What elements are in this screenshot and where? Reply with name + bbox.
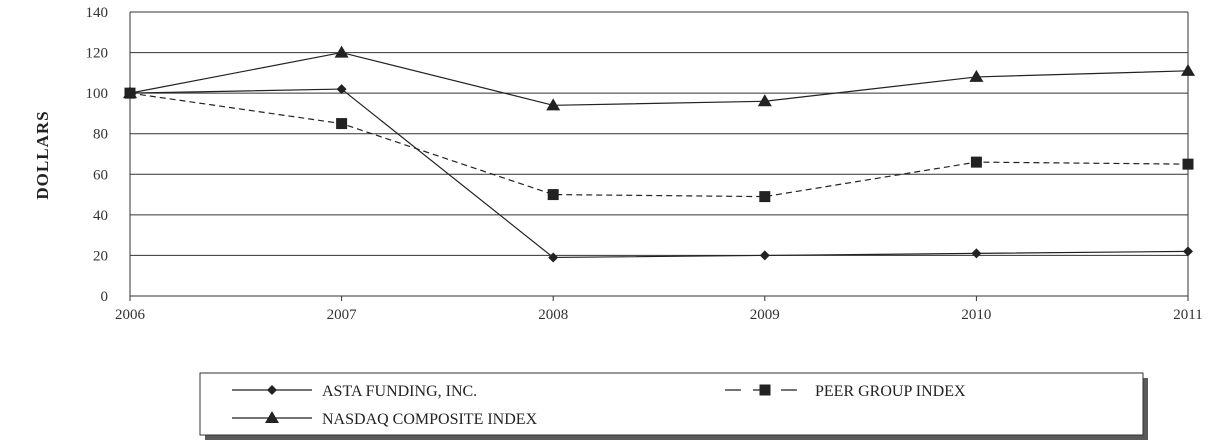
grid-lines bbox=[130, 11, 1188, 297]
legend-marker-peer-group-index bbox=[759, 384, 771, 396]
y-tick-label-20: 20 bbox=[93, 248, 108, 264]
y-axis-label: DOLLARS bbox=[33, 110, 52, 199]
plot-frame bbox=[129, 12, 1189, 301]
x-tick-label-2008: 2008 bbox=[538, 307, 568, 323]
y-tick-label-60: 60 bbox=[93, 167, 108, 183]
x-tick-label-2009: 2009 bbox=[750, 307, 780, 323]
data-point-peer-group-index-2011 bbox=[1182, 158, 1194, 170]
data-point-nasdaq-composite-index-2006 bbox=[123, 86, 137, 99]
legend-label-asta-funding-inc: ASTA FUNDING, INC. bbox=[322, 383, 477, 400]
series-nasdaq-composite-index bbox=[123, 45, 1195, 111]
data-point-asta-funding-inc-2011 bbox=[1183, 246, 1193, 257]
legend-item-asta-funding-inc: ASTA FUNDING, INC. bbox=[232, 383, 477, 400]
y-tick-label-100: 100 bbox=[86, 86, 109, 102]
data-point-nasdaq-composite-index-2010 bbox=[969, 69, 984, 82]
data-point-asta-funding-inc-2007 bbox=[336, 84, 347, 95]
x-tick-label-2007: 2007 bbox=[327, 307, 358, 323]
data-point-nasdaq-composite-index-2011 bbox=[1181, 63, 1195, 76]
series-line-peer-group-index bbox=[129, 92, 1189, 198]
data-point-asta-funding-inc-2009 bbox=[759, 250, 770, 261]
legend-marker-asta-funding-inc bbox=[267, 385, 277, 395]
x-tick-label-2011: 2011 bbox=[1173, 307, 1202, 323]
series-peer-group-index bbox=[124, 87, 1194, 203]
legend: ASTA FUNDING, INC. PEER GROUP INDEX NASDAQ… bbox=[199, 372, 1148, 440]
data-point-nasdaq-composite-index-2009 bbox=[757, 94, 772, 107]
y-axis-tick-labels: 0 20 40 60 80 100 120 140 bbox=[86, 5, 109, 305]
series-asta-funding-inc bbox=[125, 84, 1193, 263]
legend-marker-nasdaq-composite-index bbox=[265, 411, 279, 423]
legend-item-peer-group-index: PEER GROUP INDEX bbox=[725, 383, 966, 400]
legend-box bbox=[199, 372, 1144, 436]
data-point-peer-group-index-2008 bbox=[547, 189, 559, 201]
x-tick-label-2010: 2010 bbox=[961, 307, 991, 323]
y-tick-label-0: 0 bbox=[101, 289, 109, 305]
y-tick-label-40: 40 bbox=[93, 208, 108, 224]
data-point-nasdaq-composite-index-2007 bbox=[334, 45, 349, 58]
y-tick-label-120: 120 bbox=[86, 46, 109, 62]
data-point-asta-funding-inc-2008 bbox=[548, 252, 559, 263]
series-line-asta-funding-inc bbox=[129, 88, 1189, 259]
x-tick-label-2006: 2006 bbox=[115, 307, 146, 323]
data-point-asta-funding-inc-2010 bbox=[971, 248, 982, 259]
series-line-nasdaq-composite-index bbox=[129, 51, 1189, 106]
data-point-peer-group-index-2007 bbox=[336, 118, 348, 130]
data-point-peer-group-index-2010 bbox=[970, 156, 982, 168]
legend-label-nasdaq-composite-index: NASDAQ COMPOSITE INDEX bbox=[322, 411, 538, 428]
y-tick-label-80: 80 bbox=[93, 127, 108, 143]
legend-label-peer-group-index: PEER GROUP INDEX bbox=[815, 383, 966, 400]
series-layer bbox=[123, 45, 1195, 263]
y-tick-label-140: 140 bbox=[86, 5, 109, 21]
data-point-peer-group-index-2009 bbox=[759, 191, 771, 203]
legend-item-nasdaq-composite-index: NASDAQ COMPOSITE INDEX bbox=[232, 411, 538, 428]
data-point-nasdaq-composite-index-2008 bbox=[546, 98, 561, 111]
x-axis-tick-labels: 2006 2007 2008 2009 2010 2011 bbox=[115, 307, 1203, 323]
